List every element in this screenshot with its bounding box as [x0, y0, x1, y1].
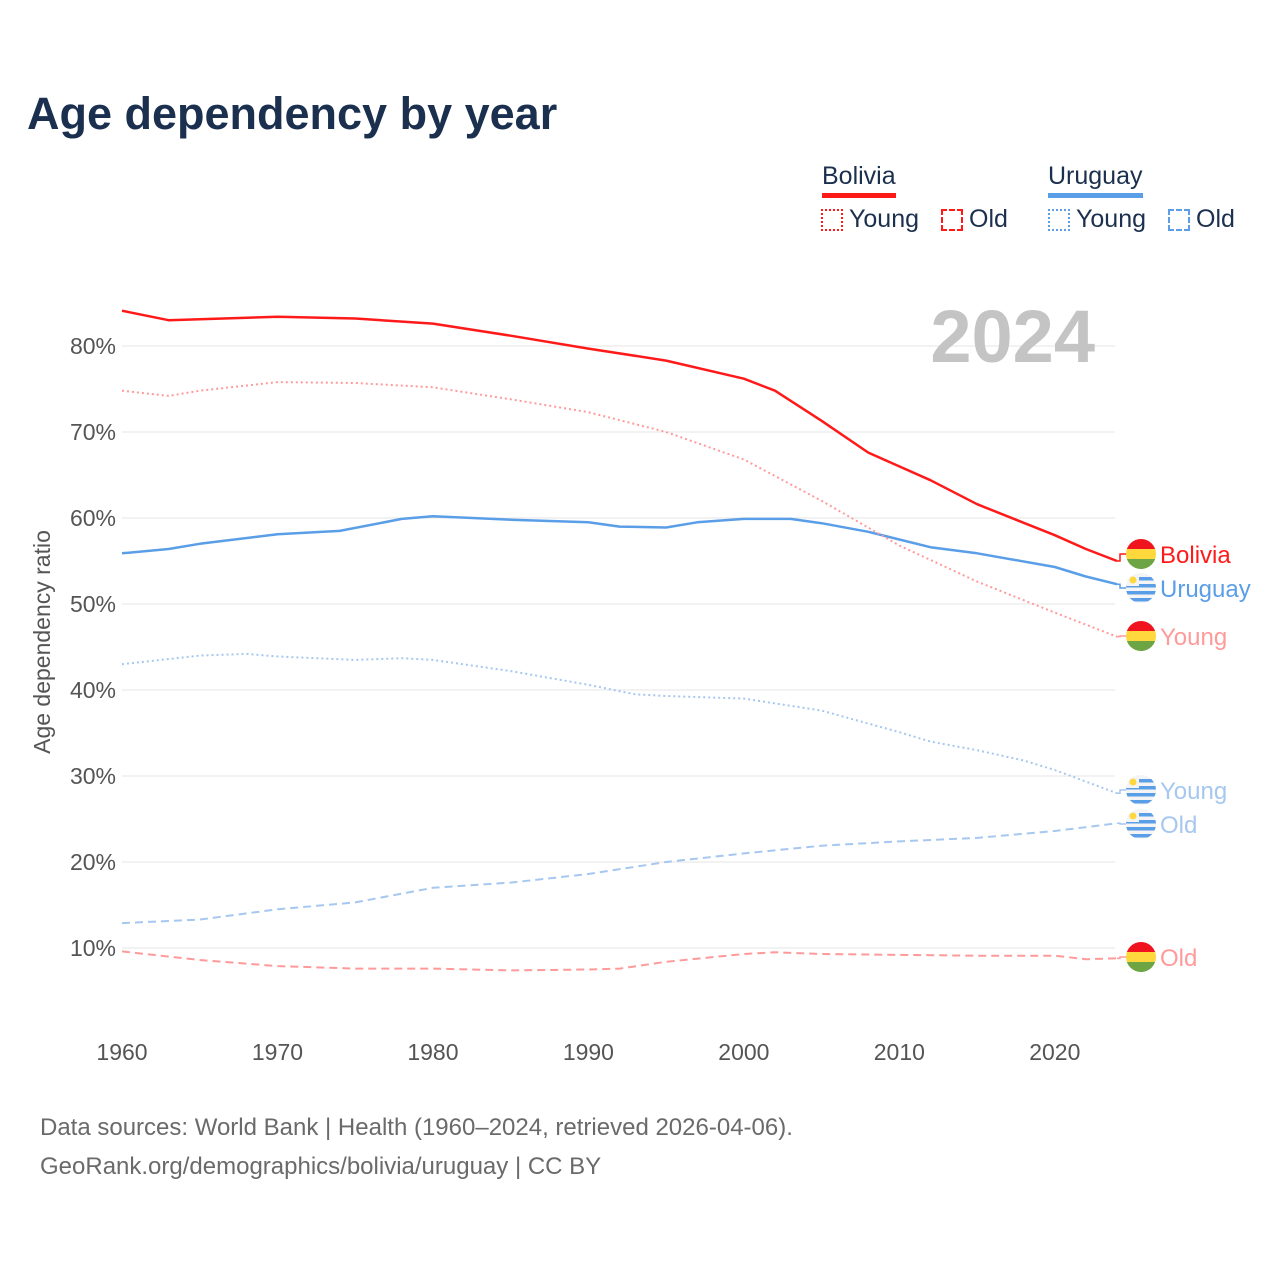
- dotted-swatch-icon: [821, 208, 843, 231]
- bolivia-flag-icon: [1126, 539, 1156, 569]
- y-tick-label: 80%: [70, 333, 116, 359]
- label-connector: [1117, 635, 1126, 638]
- legend-label: Old: [1196, 205, 1235, 233]
- legend-bolivia[interactable]: Bolivia: [822, 162, 896, 198]
- y-tick-label: 10%: [70, 935, 116, 961]
- y-tick-label: 70%: [70, 419, 116, 445]
- x-tick-label: 2020: [1029, 1039, 1080, 1065]
- year-watermark: 2024: [930, 295, 1095, 378]
- series-line-bolivia-young[interactable]: [121, 381, 1118, 638]
- label-connector: [1117, 822, 1126, 825]
- label-connector: [1117, 956, 1126, 960]
- end-label-bolivia: Bolivia: [1160, 542, 1231, 569]
- footer: Data sources: World Bank | Health (1960–…: [40, 1108, 793, 1186]
- x-tick-label: 2000: [718, 1039, 769, 1065]
- label-connector: [1117, 553, 1126, 562]
- dotted-swatch-icon: [1048, 208, 1070, 231]
- legend-label: Young: [849, 205, 919, 233]
- source-url-text: GeoRank.org/demographics/bolivia/uruguay…: [40, 1153, 602, 1180]
- y-tick-label: 20%: [70, 849, 116, 875]
- end-label-bolivia-young: Young: [1160, 624, 1227, 651]
- bolivia-flag-icon: [1126, 621, 1156, 651]
- series-line-uruguay[interactable]: [121, 515, 1118, 586]
- end-label-uruguay-old: Old: [1160, 812, 1197, 839]
- y-axis-label: Age dependency ratio: [29, 530, 55, 754]
- x-tick-label: 1980: [407, 1039, 458, 1065]
- legend-uruguay-young[interactable]: Young: [1048, 205, 1146, 234]
- label-connector: [1117, 789, 1126, 794]
- label-connector: [1117, 583, 1126, 589]
- y-tick-label: 30%: [70, 763, 116, 789]
- legend-bolivia-young[interactable]: Young: [821, 205, 919, 234]
- y-tick-label: 40%: [70, 677, 116, 703]
- x-tick-label: 1960: [96, 1039, 147, 1065]
- legend-label: Young: [1076, 205, 1146, 233]
- legend-label: Old: [969, 205, 1008, 233]
- end-label-bolivia-old: Old: [1160, 945, 1197, 972]
- bolivia-flag-icon: [1126, 942, 1156, 972]
- y-tick-label: 50%: [70, 591, 116, 617]
- dashed-swatch-icon: [1168, 208, 1190, 231]
- end-label-uruguay: Uruguay: [1160, 576, 1251, 603]
- end-label-uruguay-young: Young: [1160, 778, 1227, 805]
- legend-bolivia-old[interactable]: Old: [941, 205, 1008, 234]
- uruguay-flag-icon: [1126, 775, 1156, 805]
- series-line-bolivia[interactable]: [121, 309, 1118, 563]
- uruguay-flag-icon: [1126, 809, 1156, 839]
- series-line-uruguay-young[interactable]: [121, 652, 1118, 795]
- x-tick-label: 2010: [874, 1039, 925, 1065]
- y-tick-label: 60%: [70, 505, 116, 531]
- uruguay-flag-icon: [1126, 573, 1156, 603]
- data-sources-text: Data sources: World Bank | Health (1960–…: [40, 1114, 793, 1141]
- x-tick-label: 1990: [563, 1039, 614, 1065]
- series-line-bolivia-old[interactable]: [121, 950, 1118, 972]
- chart-title: Age dependency by year: [27, 88, 558, 139]
- legend-uruguay-old[interactable]: Old: [1168, 205, 1235, 234]
- dashed-swatch-icon: [941, 208, 963, 231]
- legend-uruguay[interactable]: Uruguay: [1048, 162, 1143, 198]
- series-line-uruguay-old[interactable]: [121, 822, 1118, 925]
- x-tick-label: 1970: [252, 1039, 303, 1065]
